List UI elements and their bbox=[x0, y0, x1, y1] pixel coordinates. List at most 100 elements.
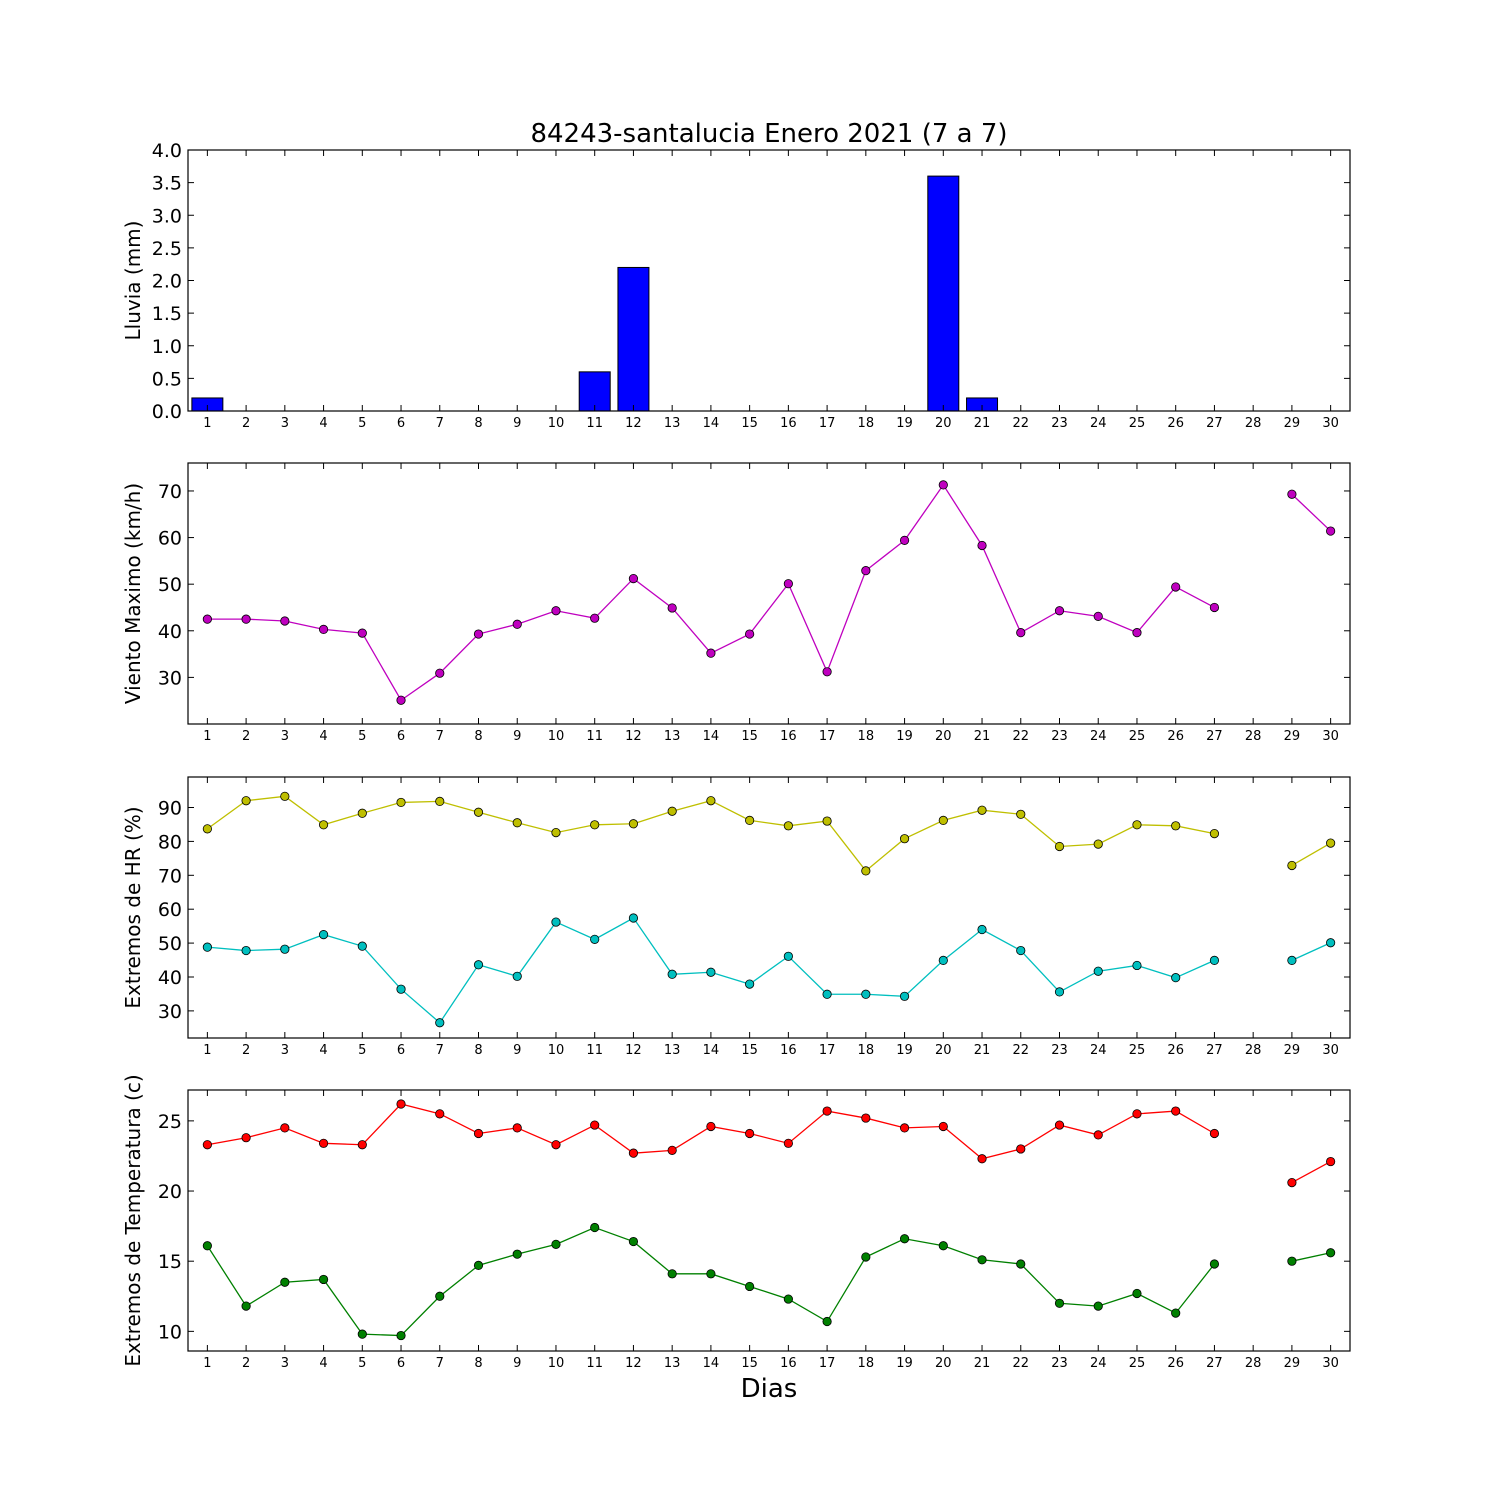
data-point bbox=[1287, 860, 1297, 871]
data-point bbox=[1209, 602, 1220, 613]
x-tick-label: 5 bbox=[358, 729, 366, 744]
data-point bbox=[396, 797, 406, 808]
data-point bbox=[1209, 1259, 1220, 1269]
data-point bbox=[551, 1239, 561, 1249]
x-tick-label: 15 bbox=[741, 416, 758, 431]
x-tick-label: 22 bbox=[1012, 1043, 1029, 1058]
data-point bbox=[1287, 489, 1297, 499]
y-tick-label: 80 bbox=[158, 831, 182, 853]
y-tick-label: 2.5 bbox=[152, 238, 182, 260]
data-point bbox=[241, 614, 251, 624]
data-point bbox=[551, 827, 561, 838]
x-tick-label: 9 bbox=[513, 416, 521, 431]
x-tick-label: 21 bbox=[974, 1356, 991, 1371]
x-tick-label: 12 bbox=[625, 729, 642, 744]
data-point bbox=[938, 480, 948, 490]
data-point bbox=[861, 566, 871, 576]
x-tick-label: 28 bbox=[1245, 729, 1262, 744]
x-tick-label: 12 bbox=[625, 1043, 642, 1058]
x-tick-label: 25 bbox=[1129, 729, 1146, 744]
x-tick-label: 25 bbox=[1129, 1356, 1146, 1371]
x-tick-label: 23 bbox=[1051, 1043, 1068, 1058]
data-point bbox=[938, 815, 948, 825]
x-tick-label: 17 bbox=[819, 1356, 836, 1371]
x-tick-label: 25 bbox=[1129, 1043, 1146, 1058]
data-point bbox=[1287, 1256, 1297, 1266]
y-axis-label: Viento Maximo (km/h) bbox=[121, 483, 145, 704]
data-point bbox=[1016, 809, 1026, 819]
data-point bbox=[202, 824, 212, 834]
x-tick-label: 22 bbox=[1012, 729, 1029, 744]
data-point bbox=[357, 1140, 367, 1150]
plot-frame bbox=[187, 149, 1351, 412]
y-tick-label: 25 bbox=[158, 1111, 182, 1133]
data-point bbox=[899, 991, 910, 1001]
y-tick-label: 30 bbox=[158, 1001, 182, 1023]
data-point bbox=[473, 1128, 484, 1139]
x-tick-label: 24 bbox=[1090, 416, 1107, 431]
bar bbox=[617, 266, 650, 412]
y-tick-label: 0.5 bbox=[152, 368, 182, 390]
data-point bbox=[667, 1145, 677, 1155]
chart-title: 84243-santalucia Enero 2021 (7 a 7) bbox=[530, 119, 1007, 149]
y-tick-label: 2.0 bbox=[152, 271, 182, 293]
series-line bbox=[207, 1103, 1215, 1160]
y-tick-label: 30 bbox=[158, 667, 182, 689]
data-point bbox=[938, 955, 948, 965]
x-tick-label: 30 bbox=[1322, 1043, 1339, 1058]
x-tick-label: 22 bbox=[1012, 1356, 1029, 1371]
data-point bbox=[938, 1241, 948, 1251]
data-point bbox=[667, 806, 677, 816]
data-point bbox=[357, 941, 367, 951]
y-axis-label: Lluvia (mm) bbox=[121, 221, 145, 341]
y-tick-label: 50 bbox=[158, 933, 182, 955]
y-tick-label: 3.5 bbox=[152, 173, 182, 195]
x-tick-label: 5 bbox=[358, 1356, 366, 1371]
x-tick-label: 8 bbox=[474, 729, 482, 744]
data-point bbox=[1054, 1120, 1065, 1130]
data-point bbox=[1093, 611, 1103, 621]
x-tick-label: 23 bbox=[1051, 1356, 1068, 1371]
x-tick-label: 20 bbox=[935, 729, 952, 744]
x-tick-label: 16 bbox=[780, 416, 797, 431]
data-point bbox=[861, 1252, 871, 1262]
x-tick-label: 12 bbox=[625, 416, 642, 431]
data-point bbox=[667, 969, 677, 979]
chart-panels: 0.00.51.01.52.02.53.03.54.01 2 3 4 5 6 7 8 9 10 11… bbox=[121, 140, 1351, 1371]
data-point bbox=[241, 796, 251, 806]
data-point bbox=[822, 1106, 832, 1116]
x-tick-label: 16 bbox=[780, 1356, 797, 1371]
data-point bbox=[1054, 987, 1065, 997]
x-tick-label: 15 bbox=[741, 729, 758, 744]
series-line bbox=[1291, 942, 1331, 961]
data-point bbox=[396, 1099, 406, 1109]
y-tick-label: 15 bbox=[158, 1251, 182, 1273]
data-point bbox=[977, 1154, 987, 1164]
x-tick-label: 19 bbox=[896, 1043, 913, 1058]
y-tick-label: 1.5 bbox=[152, 303, 182, 325]
x-tick-label: 30 bbox=[1322, 729, 1339, 744]
data-point bbox=[1209, 955, 1220, 965]
data-point bbox=[512, 1249, 522, 1259]
data-point bbox=[473, 960, 484, 970]
data-point bbox=[1132, 628, 1142, 638]
y-axis-label: Extremos de Temperatura (c) bbox=[121, 1074, 145, 1366]
chart-panel: 0.00.51.01.52.02.53.03.54.01 2 3 4 5 6 7 8 9 10 11… bbox=[121, 140, 1351, 431]
data-point bbox=[822, 816, 832, 826]
x-tick-label: 26 bbox=[1167, 729, 1184, 744]
x-tick-label: 20 bbox=[935, 1043, 952, 1058]
x-tick-label: 13 bbox=[664, 1356, 681, 1371]
x-tick-label: 1 bbox=[203, 1043, 211, 1058]
x-tick-label: 11 bbox=[586, 416, 603, 431]
data-point bbox=[318, 1138, 329, 1148]
x-tick-label: 8 bbox=[474, 1356, 482, 1371]
data-point bbox=[202, 1241, 212, 1251]
data-point bbox=[318, 624, 329, 634]
x-tick-label: 26 bbox=[1167, 1043, 1184, 1058]
y-tick-label: 60 bbox=[158, 528, 182, 550]
y-tick-label: 20 bbox=[158, 1181, 182, 1203]
data-point bbox=[512, 971, 522, 981]
x-tick-label: 2 bbox=[242, 1043, 250, 1058]
x-tick-label: 3 bbox=[281, 1356, 289, 1371]
